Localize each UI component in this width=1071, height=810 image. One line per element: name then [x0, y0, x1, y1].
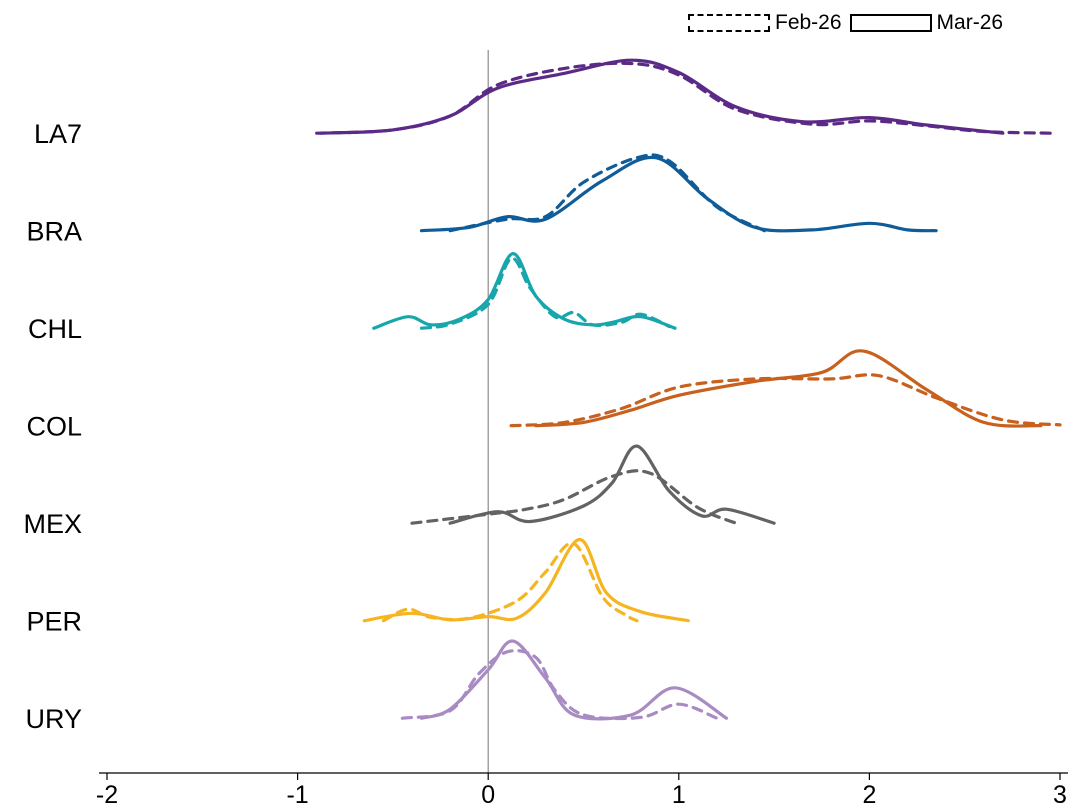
- x-tick-label: 1: [672, 781, 686, 805]
- density-line-per-mar-26: [362, 537, 690, 623]
- density-line-mex-feb-26: [410, 469, 738, 525]
- x-tick-label: -1: [286, 781, 308, 805]
- x-tick-label: 0: [481, 781, 495, 805]
- legend: Feb-26 Mar-26: [688, 10, 1003, 36]
- density-line-chl-feb-26: [419, 256, 671, 330]
- density-line-col-feb-26: [509, 373, 1062, 428]
- row-label-per: PER: [26, 607, 82, 637]
- density-line-bra-mar-26: [419, 155, 938, 233]
- legend-swatch-dashed: [688, 14, 770, 32]
- density-line-mex-mar-26: [448, 444, 776, 525]
- density-line-bra-feb-26: [448, 153, 767, 233]
- row-label-ury: URY: [25, 704, 82, 734]
- x-tick-label: 3: [1053, 781, 1067, 805]
- row-label-la7: LA7: [34, 119, 82, 149]
- row-label-chl: CHL: [28, 314, 82, 344]
- row-label-col: COL: [26, 412, 82, 442]
- density-line-ury-mar-26: [419, 639, 729, 721]
- density-line-chl-mar-26: [372, 252, 677, 330]
- density-line-col-mar-26: [534, 349, 1043, 428]
- x-tick-label: -2: [96, 781, 118, 805]
- row-label-mex: MEX: [23, 509, 82, 539]
- x-tick-label: 2: [862, 781, 876, 805]
- legend-label-mar: Mar-26: [936, 11, 1004, 34]
- legend-label-feb: Feb-26: [775, 11, 842, 34]
- legend-swatch-solid: [849, 14, 932, 32]
- density-line-la7-mar-26: [318, 58, 1005, 135]
- row-label-bra: BRA: [26, 217, 82, 247]
